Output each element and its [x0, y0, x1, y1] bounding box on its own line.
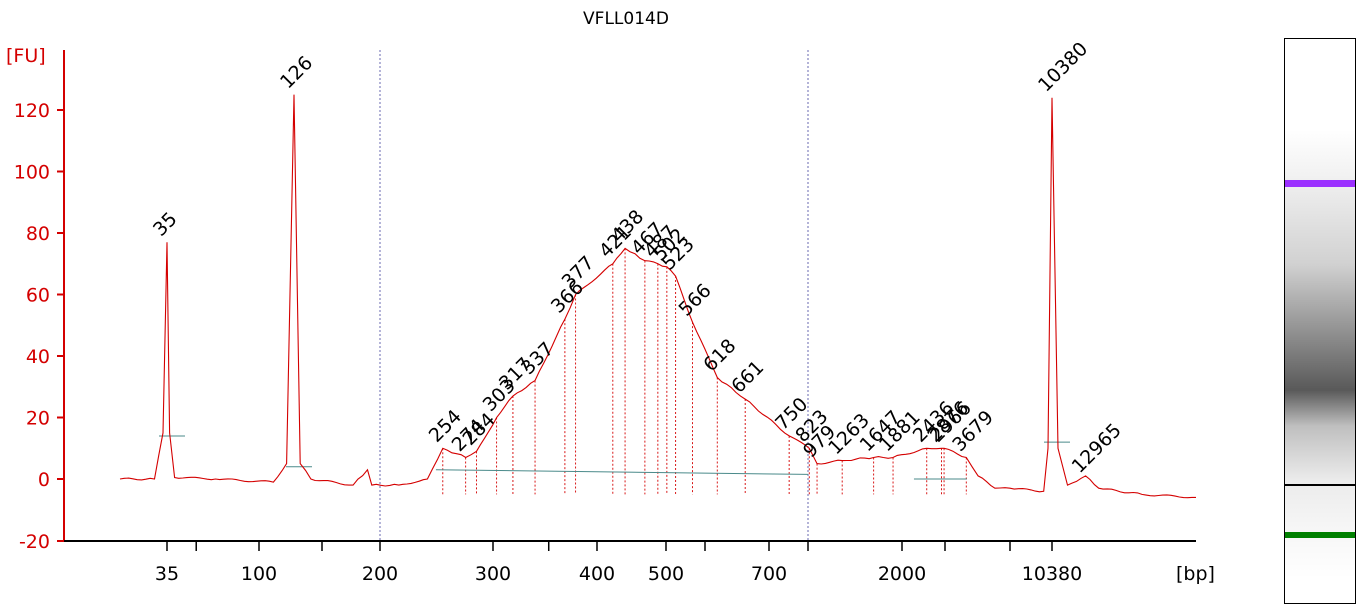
baseline [435, 469, 809, 475]
y-axis-label: [FU] [6, 45, 46, 67]
x-tick-label: 10380 [1022, 563, 1082, 585]
axes [63, 50, 1196, 542]
y-tick-label: 100 [14, 162, 50, 184]
peak-label: 126 [276, 52, 317, 93]
x-axis-label: [bp] [1176, 563, 1215, 585]
x-tick-label: 2000 [878, 563, 926, 585]
trace-group [119, 94, 1196, 499]
peak-label: 566 [675, 280, 716, 321]
peak-labels: 3512625427428430331733736637742143846748… [149, 38, 1126, 478]
x-tick-label: 200 [362, 563, 398, 585]
y-tick-label: 20 [26, 408, 50, 430]
x-tick-label: 500 [648, 563, 684, 585]
y-tick-label: 0 [38, 469, 50, 491]
electropherogram-chart: VFLL014D [FU] [bp] -20 0 20 40 60 80 100 120 35… [6, 9, 1215, 585]
gel-smear [1285, 129, 1355, 579]
peak-integration-lines [442, 248, 967, 495]
peak-label: 35 [149, 208, 182, 241]
peak-label: 661 [727, 356, 768, 397]
peak-label: 12965 [1068, 419, 1126, 477]
upper-marker-band [1285, 180, 1355, 187]
x-tick-label: 100 [241, 563, 277, 585]
peak-label: 10380 [1034, 38, 1092, 96]
x-axis-ticks: 35 100 200 300 400 500 700 2000 10380 [155, 541, 1082, 585]
gel-image [1284, 38, 1356, 604]
y-tick-label: 40 [26, 346, 50, 368]
ladder-band [1285, 484, 1355, 486]
x-tick-label: 700 [751, 563, 787, 585]
signal-trace [119, 94, 1196, 499]
x-tick-label: 400 [579, 563, 615, 585]
y-axis-ticks: -20 0 20 40 60 80 100 120 [14, 100, 64, 553]
y-tick-label: 120 [14, 100, 50, 122]
chart-title: VFLL014D [583, 9, 669, 29]
y-tick-label: 80 [26, 223, 50, 245]
x-tick-label: 35 [155, 563, 179, 585]
peak-label: 618 [699, 335, 740, 376]
y-tick-label: -20 [19, 531, 50, 553]
y-tick-label: 60 [26, 285, 50, 307]
reference-lines [379, 50, 809, 541]
lower-marker-band [1285, 532, 1355, 538]
x-tick-label: 300 [475, 563, 511, 585]
